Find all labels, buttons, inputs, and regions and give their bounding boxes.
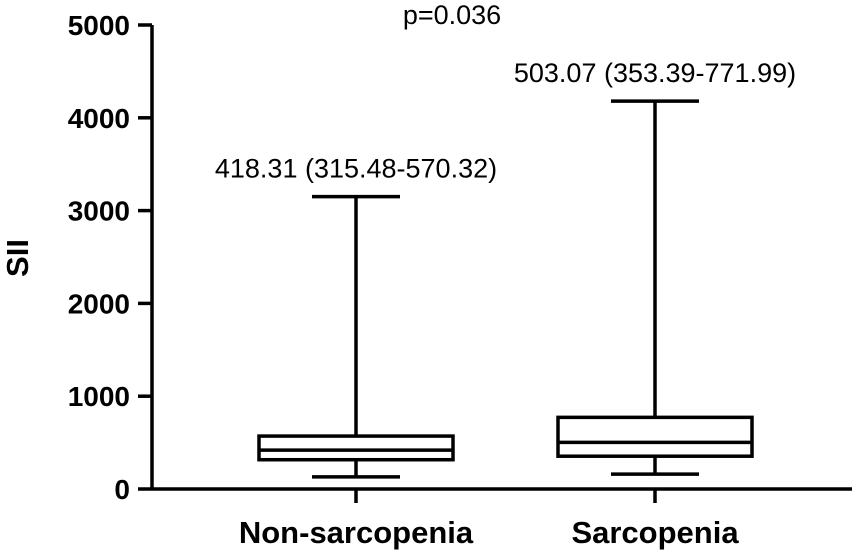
- iqr-box: [257, 434, 455, 462]
- x-axis: Non-sarcopenia Sarcopenia: [152, 487, 852, 550]
- box-group-non-sarcopenia: 418.31 (315.48-570.32): [215, 154, 497, 479]
- y-tick-label: 3000: [68, 196, 130, 227]
- y-axis-title: SII: [0, 239, 35, 277]
- y-axis: 0 1000 2000 3000 4000 5000: [68, 10, 154, 505]
- y-tick-label: 0: [114, 474, 130, 505]
- y-tick-label: 2000: [68, 288, 130, 319]
- x-category-label: Sarcopenia: [571, 515, 739, 550]
- box-group-sarcopenia: 503.07 (353.39-771.99): [514, 58, 796, 476]
- y-tick-label: 5000: [68, 10, 130, 41]
- median-iqr-annotation: 418.31 (315.48-570.32): [215, 154, 497, 184]
- p-value-label: p=0.036: [403, 0, 501, 30]
- median-iqr-annotation: 503.07 (353.39-771.99): [514, 58, 796, 88]
- y-tick-label: 1000: [68, 381, 130, 412]
- y-tick-label: 4000: [68, 103, 130, 134]
- x-category-label: Non-sarcopenia: [239, 515, 474, 550]
- iqr-box: [556, 415, 754, 458]
- box-plot-series: 418.31 (315.48-570.32) 503.07 (353.39-771…: [215, 58, 796, 479]
